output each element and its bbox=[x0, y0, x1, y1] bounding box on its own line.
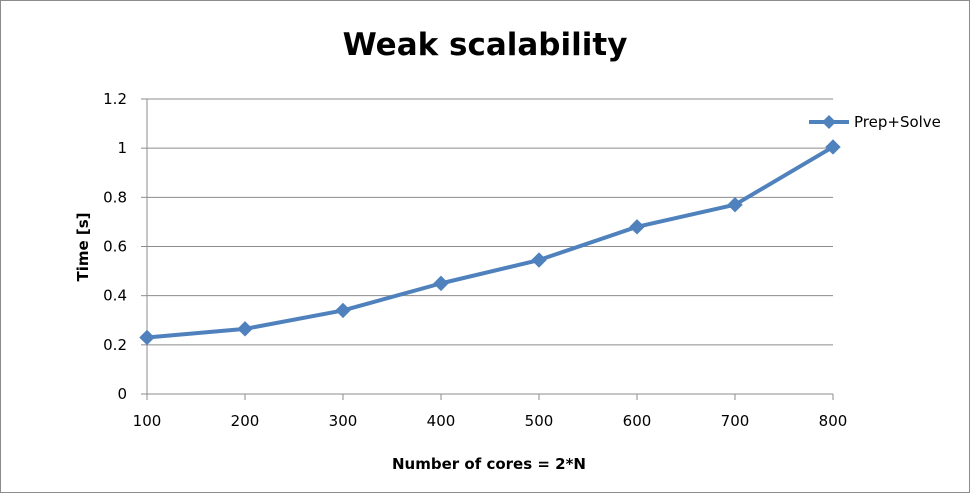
y-tick-labels: 0 0.2 0.4 0.6 0.8 1 1.2 bbox=[103, 90, 127, 403]
y-tick-label: 0.8 bbox=[103, 188, 127, 206]
data-point bbox=[727, 197, 743, 213]
y-tick-label: 1.2 bbox=[103, 90, 127, 108]
x-tick-label: 100 bbox=[133, 412, 162, 430]
data-point bbox=[139, 329, 155, 346]
series-line-prep-solve bbox=[145, 144, 835, 340]
data-point bbox=[237, 321, 253, 337]
x-tick-label: 400 bbox=[427, 412, 456, 430]
data-point bbox=[531, 252, 547, 268]
legend-diamond-icon bbox=[822, 115, 836, 129]
y-tick-label: 1 bbox=[117, 139, 127, 157]
data-point bbox=[629, 219, 645, 235]
x-tick-label: 300 bbox=[329, 412, 358, 430]
x-tick-labels: 100 200 300 400 500 600 700 800 bbox=[133, 412, 848, 430]
y-tick-label: 0.6 bbox=[103, 238, 127, 256]
series-layer bbox=[139, 139, 841, 346]
y-tick-label: 0 bbox=[117, 385, 127, 403]
y-axis-title: Time [s] bbox=[74, 212, 92, 281]
chart-title: Weak scalability bbox=[342, 27, 628, 63]
x-tick-label: 600 bbox=[623, 412, 652, 430]
x-tick-label: 500 bbox=[525, 412, 554, 430]
legend-label-prep-solve: Prep+Solve bbox=[854, 113, 941, 131]
data-point bbox=[825, 139, 841, 155]
x-axis-title: Number of cores = 2*N bbox=[392, 455, 586, 473]
y-tick-label: 0.4 bbox=[103, 287, 127, 305]
axes bbox=[141, 98, 834, 400]
x-tick-label: 700 bbox=[721, 412, 750, 430]
data-point bbox=[335, 302, 351, 319]
gridlines bbox=[147, 98, 833, 346]
x-tick-label: 200 bbox=[231, 412, 260, 430]
legend: Prep+Solve bbox=[809, 113, 941, 131]
x-tick-label: 800 bbox=[819, 412, 848, 430]
y-tick-label: 0.2 bbox=[103, 336, 127, 354]
data-point bbox=[433, 275, 449, 292]
